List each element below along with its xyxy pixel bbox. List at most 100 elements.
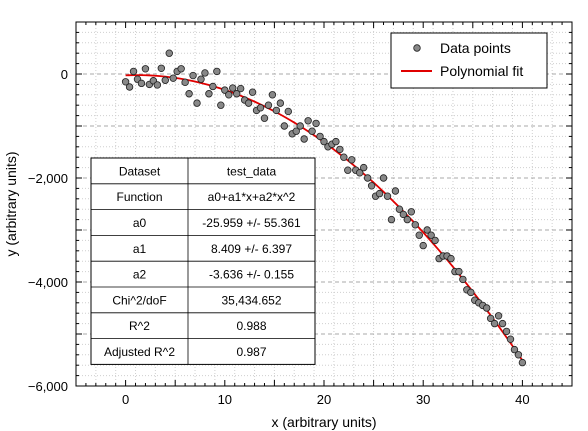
y-tick-label: 0 [61, 67, 68, 82]
data-point [236, 84, 245, 93]
legend-label: Data points [440, 40, 511, 56]
table-cell: -25.959 +/- 55.361 [202, 216, 301, 230]
table-cell: R^2 [129, 319, 150, 333]
x-tick-label: 20 [317, 392, 331, 407]
data-point [125, 83, 134, 91]
data-point [129, 67, 138, 76]
data-point [356, 169, 364, 177]
table-cell: a0+a1*x+a2*x^2 [208, 190, 296, 204]
data-point [415, 231, 423, 239]
data-point [336, 145, 344, 154]
data-point [300, 135, 308, 143]
legend-marker-points [413, 44, 421, 52]
data-point [213, 67, 221, 76]
data-point [427, 231, 435, 239]
data-point [272, 106, 281, 115]
data-point [383, 192, 392, 200]
data-point [280, 122, 289, 130]
data-point [244, 99, 253, 107]
data-point [359, 163, 368, 172]
x-tick-label: 0 [122, 392, 129, 407]
data-point [375, 189, 384, 198]
data-point [217, 101, 225, 109]
data-point [502, 327, 511, 336]
data-point [177, 65, 185, 73]
table-cell: a0 [133, 216, 147, 230]
x-tick-label: 10 [218, 392, 232, 407]
table-header-cell: test_data [227, 164, 277, 178]
table-cell: Chi^2/doF [112, 293, 166, 307]
table-header-cell: Dataset [119, 164, 161, 178]
table-cell: a1 [133, 242, 147, 256]
data-point [157, 64, 166, 72]
data-point [260, 114, 269, 122]
data-point [344, 166, 352, 174]
data-point [348, 156, 356, 164]
results-table: Dataset test_data Function a0+a1*x+a2*x^2 a0… [90, 157, 316, 365]
data-point [395, 205, 404, 213]
table-cell: a2 [133, 268, 147, 282]
y-axis-label: y (arbitrary units) [3, 151, 19, 256]
data-point [407, 208, 415, 216]
data-point [423, 226, 431, 234]
data-point [506, 335, 515, 343]
data-point [490, 319, 499, 328]
data-point [141, 65, 150, 73]
data-point [153, 81, 162, 89]
data-point [482, 304, 491, 312]
data-point [304, 117, 312, 125]
legend-label: Polynomial fit [440, 63, 523, 79]
axis-ticks: 0 10 20 30 40 −6,000 −4,000 −2,000 0 [28, 21, 573, 407]
data-point [205, 90, 213, 98]
data-point [268, 91, 277, 99]
data-point [411, 221, 419, 229]
data-point [312, 119, 320, 128]
data-point [201, 69, 209, 77]
table-cell: -3.636 +/- 0.155 [209, 268, 294, 282]
data-points [121, 49, 527, 367]
data-point [193, 99, 201, 107]
x-tick-label: 40 [515, 392, 529, 407]
data-point [340, 153, 348, 161]
data-point [181, 78, 189, 87]
table-cell: 8.409 +/- 6.397 [211, 242, 292, 256]
data-point [308, 127, 316, 135]
data-point [284, 107, 292, 116]
data-point [276, 99, 285, 107]
x-axis-label: x (arbitrary units) [271, 414, 376, 430]
data-point [399, 210, 408, 219]
table-cell: Function [116, 190, 162, 204]
data-point [494, 312, 503, 320]
data-point [292, 127, 300, 135]
data-point [264, 101, 273, 109]
data-point [486, 314, 495, 323]
data-point [225, 91, 233, 99]
x-tick-label: 30 [416, 392, 430, 407]
data-point [379, 174, 388, 182]
data-point [169, 74, 177, 82]
data-point [248, 88, 257, 96]
data-point [256, 104, 265, 112]
table-cell: 0.987 [236, 345, 266, 359]
data-point [431, 236, 439, 245]
data-point [165, 49, 173, 57]
data-point [467, 288, 475, 297]
data-point [419, 241, 427, 250]
data-point [229, 84, 237, 92]
y-tick-label: −2,000 [28, 171, 68, 186]
data-point [161, 76, 169, 84]
data-point [514, 351, 523, 359]
data-point [221, 86, 229, 94]
data-point [459, 275, 467, 284]
data-point [498, 319, 507, 328]
data-point [455, 267, 463, 276]
data-point [185, 90, 193, 98]
y-tick-label: −4,000 [28, 275, 68, 290]
legend: Data points Polynomial fit [390, 32, 548, 89]
data-point [316, 132, 324, 141]
data-point [510, 345, 519, 354]
table-cell: Adjusted R^2 [104, 345, 175, 359]
y-tick-label: −6,000 [28, 379, 68, 394]
data-point [447, 254, 455, 263]
